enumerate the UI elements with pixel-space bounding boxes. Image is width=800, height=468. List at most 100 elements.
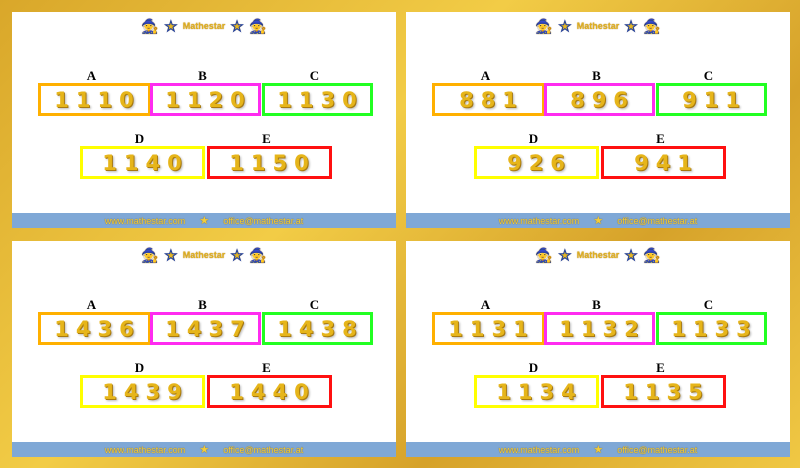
answer-box-d[interactable]: 926	[474, 146, 599, 179]
answer-value: 1440	[229, 379, 316, 404]
option-label-a: A	[480, 297, 491, 312]
answer-box-e[interactable]: 1135	[601, 375, 726, 408]
option-label-c: C	[703, 68, 714, 83]
logo-text: Mathestar	[182, 249, 226, 260]
email-link[interactable]: office@mathestar.at	[223, 444, 304, 455]
footer-bar: www.mathestar.com ★ office@mathestar.at	[12, 442, 396, 457]
star-icon: ★	[199, 444, 210, 456]
wizard-icon: 🧙	[141, 247, 159, 263]
answer-value: 1133	[671, 316, 758, 341]
answer-box-c[interactable]: 1133	[656, 312, 767, 345]
option-label-b: B	[198, 68, 207, 83]
answer-value: 1436	[54, 316, 141, 341]
answer-box-a[interactable]: 1131	[432, 312, 545, 345]
option-label-e: E	[262, 360, 271, 375]
answer-value: 911	[682, 87, 747, 112]
answer-value: 1130	[277, 87, 364, 112]
email-link[interactable]: office@mathestar.at	[617, 215, 698, 226]
website-link[interactable]: www.mathestar.com	[104, 215, 186, 226]
answer-box-c[interactable]: 1130	[262, 83, 373, 116]
answer-box-d[interactable]: 1140	[80, 146, 205, 179]
star-icon: ★	[624, 247, 638, 264]
answer-value: 1439	[102, 379, 189, 404]
wizard-icon: 🧙	[535, 18, 553, 34]
answer-box-d[interactable]: 1439	[80, 375, 205, 408]
option-label-a: A	[86, 297, 97, 312]
answer-value: 1120	[165, 87, 252, 112]
answer-value: 1131	[448, 316, 535, 341]
website-link[interactable]: www.mathestar.com	[104, 444, 186, 455]
star-icon: ★	[164, 18, 178, 35]
answer-box-e[interactable]: 1150	[207, 146, 332, 179]
option-label-b: B	[592, 68, 601, 83]
star-icon: ★	[593, 215, 604, 227]
footer-bar: www.mathestar.com ★ office@mathestar.at	[12, 213, 396, 228]
answer-value: 1135	[623, 379, 710, 404]
mathestar-logo: 🧙 ★ Mathestar ★ 🧙	[12, 247, 396, 264]
logo-text: Mathestar	[576, 20, 620, 31]
option-label-d: D	[528, 360, 539, 375]
mathestar-logo: 🧙 ★ Mathestar ★ 🧙	[12, 18, 396, 35]
answer-box-b[interactable]: 1132	[544, 312, 655, 345]
option-label-a: A	[480, 68, 491, 83]
answer-value: 1110	[54, 87, 141, 112]
website-link[interactable]: www.mathestar.com	[498, 444, 580, 455]
option-label-b: B	[198, 297, 207, 312]
star-icon: ★	[558, 247, 572, 264]
wizard-icon: 🧙	[535, 247, 553, 263]
answer-value: 1438	[277, 316, 364, 341]
star-icon: ★	[558, 18, 572, 35]
answer-value: 881	[459, 87, 524, 112]
answer-box-a[interactable]: 881	[432, 83, 545, 116]
website-link[interactable]: www.mathestar.com	[498, 215, 580, 226]
email-link[interactable]: office@mathestar.at	[617, 444, 698, 455]
wizard-icon: 🧙	[643, 18, 661, 34]
answer-box-e[interactable]: 1440	[207, 375, 332, 408]
answer-box-b[interactable]: 1437	[150, 312, 261, 345]
answer-box-d[interactable]: 1134	[474, 375, 599, 408]
option-label-d: D	[528, 131, 539, 146]
answer-box-c[interactable]: 911	[656, 83, 767, 116]
answer-box-c[interactable]: 1438	[262, 312, 373, 345]
star-icon: ★	[230, 247, 244, 264]
answer-value: 896	[570, 87, 635, 112]
option-label-d: D	[134, 131, 145, 146]
star-icon: ★	[593, 444, 604, 456]
star-icon: ★	[230, 18, 244, 35]
answer-value: 1132	[559, 316, 646, 341]
option-label-b: B	[592, 297, 601, 312]
logo-text: Mathestar	[576, 249, 620, 260]
worksheet-panel: 🧙 ★ Mathestar ★ 🧙 A 1131 B 1132 C 1133 D 1134 E 1135…	[406, 241, 790, 457]
answer-box-b[interactable]: 896	[544, 83, 655, 116]
wizard-icon: 🧙	[249, 247, 267, 263]
option-label-e: E	[656, 131, 665, 146]
answer-value: 1140	[102, 150, 189, 175]
option-label-e: E	[262, 131, 271, 146]
star-icon: ★	[164, 247, 178, 264]
answer-value: 1437	[165, 316, 252, 341]
wizard-icon: 🧙	[643, 247, 661, 263]
option-label-a: A	[86, 68, 97, 83]
worksheet-panel: 🧙 ★ Mathestar ★ 🧙 A 1436 B 1437 C 1438 D 1439 E 1440…	[12, 241, 396, 457]
option-label-e: E	[656, 360, 665, 375]
footer-bar: www.mathestar.com ★ office@mathestar.at	[406, 442, 790, 457]
worksheet-panel: 🧙 ★ Mathestar ★ 🧙 A 1110 B 1120 C 1130 D 1140 E 1150…	[12, 12, 396, 228]
wizard-icon: 🧙	[141, 18, 159, 34]
answer-value: 1134	[496, 379, 583, 404]
option-label-d: D	[134, 360, 145, 375]
answer-box-a[interactable]: 1436	[38, 312, 151, 345]
option-label-c: C	[309, 297, 320, 312]
footer-bar: www.mathestar.com ★ office@mathestar.at	[406, 213, 790, 228]
star-icon: ★	[624, 18, 638, 35]
answer-box-b[interactable]: 1120	[150, 83, 261, 116]
answer-box-e[interactable]: 941	[601, 146, 726, 179]
email-link[interactable]: office@mathestar.at	[223, 215, 304, 226]
answer-value: 941	[634, 150, 699, 175]
answer-box-a[interactable]: 1110	[38, 83, 151, 116]
logo-text: Mathestar	[182, 20, 226, 31]
option-label-c: C	[703, 297, 714, 312]
mathestar-logo: 🧙 ★ Mathestar ★ 🧙	[406, 247, 790, 264]
star-icon: ★	[199, 215, 210, 227]
option-label-c: C	[309, 68, 320, 83]
mathestar-logo: 🧙 ★ Mathestar ★ 🧙	[406, 18, 790, 35]
